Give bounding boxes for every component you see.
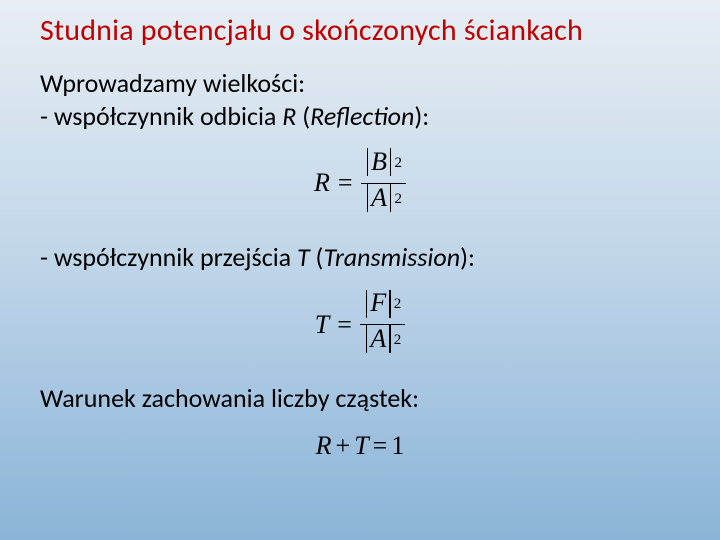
transmission-paren-close: ): bbox=[460, 241, 475, 273]
eq2-lhs: T bbox=[315, 310, 329, 340]
eq2-den-exp: 2 bbox=[394, 332, 402, 348]
eq3-plus: + bbox=[332, 431, 355, 460]
eq1-den-var: A bbox=[370, 184, 388, 213]
eq1-num-var: B bbox=[370, 148, 388, 177]
equation-transmission: T = F2 A2 bbox=[40, 289, 680, 360]
eq3-a: R bbox=[316, 431, 332, 460]
eq2-fraction: F2 A2 bbox=[360, 289, 405, 360]
transmission-line: - współczynnik przejścia T (Transmission… bbox=[40, 241, 680, 274]
eq3-equals: = bbox=[369, 431, 392, 460]
slide-title: Studnia potencjału o skończonych ścianka… bbox=[40, 12, 680, 49]
eq1-equals: = bbox=[338, 168, 353, 198]
eq2-num-var: F bbox=[369, 289, 387, 318]
slide: Studnia potencjału o skończonych ścianka… bbox=[0, 0, 720, 503]
transmission-prefix: - współczynnik przejścia bbox=[40, 241, 297, 273]
intro-text: Wprowadzamy wielkości: bbox=[40, 67, 680, 100]
transmission-term: Transmission bbox=[323, 241, 460, 273]
reflection-paren-open: ( bbox=[296, 100, 310, 132]
eq1-den-exp: 2 bbox=[394, 191, 402, 207]
equation-reflection: R = B2 A2 bbox=[40, 148, 680, 219]
eq1-num-exp: 2 bbox=[394, 155, 402, 171]
eq1-lhs: R bbox=[314, 168, 330, 198]
eq2-den-var: A bbox=[369, 325, 387, 354]
reflection-prefix: - współczynnik odbicia bbox=[40, 100, 282, 132]
eq3-rhs: 1 bbox=[391, 431, 404, 460]
eq2-num-exp: 2 bbox=[394, 296, 402, 312]
reflection-term: Reflection bbox=[310, 100, 414, 132]
eq1-fraction: B2 A2 bbox=[361, 148, 406, 219]
transmission-var: T bbox=[297, 241, 310, 273]
reflection-var: R bbox=[282, 100, 296, 132]
reflection-line: - współczynnik odbicia R (Reflection): bbox=[40, 100, 680, 133]
equation-conservation: R+T=1 bbox=[40, 431, 680, 461]
conservation-text: Warunek zachowania liczby cząstek: bbox=[40, 382, 680, 415]
transmission-paren-open: ( bbox=[310, 241, 324, 273]
eq3-b: T bbox=[354, 431, 368, 460]
reflection-paren-close: ): bbox=[414, 100, 429, 132]
eq2-equals: = bbox=[337, 310, 352, 340]
